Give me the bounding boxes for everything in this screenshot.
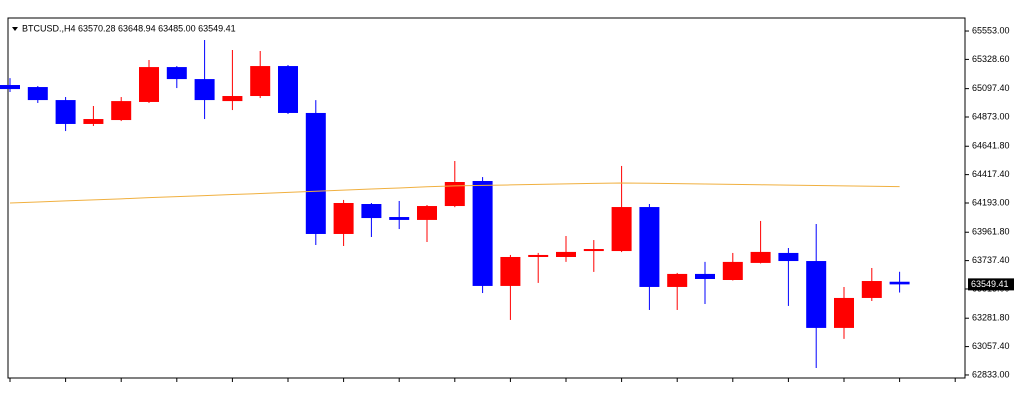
candle-body [778, 252, 799, 262]
candle-body [556, 251, 576, 257]
candle-body [583, 249, 604, 252]
candle-body [194, 79, 215, 101]
candle-body [27, 87, 48, 101]
candle-body [806, 261, 827, 328]
y-tick-label: 64417.40 [972, 169, 1010, 179]
candle-body [83, 119, 104, 124]
candle-body [389, 217, 410, 220]
menu-marker [12, 27, 18, 31]
candle-body [333, 202, 354, 234]
candle-body [111, 101, 132, 121]
candle-body [417, 206, 437, 220]
candle-body [722, 261, 743, 281]
y-tick-label: 63961.80 [972, 227, 1010, 237]
candle-body [222, 96, 243, 102]
y-tick-label: 62833.00 [972, 369, 1010, 379]
candle-body [472, 180, 493, 286]
candle-body [55, 100, 76, 124]
candle-body [667, 273, 688, 287]
candle-body [444, 182, 465, 207]
candle-body [139, 67, 159, 102]
candle-body [834, 297, 854, 328]
y-tick-label: 65553.00 [972, 25, 1010, 35]
price-label: 63549.41 [971, 279, 1009, 289]
candle-body [305, 112, 326, 234]
y-tick-label: 65097.40 [972, 83, 1010, 93]
y-tick-label: 64641.80 [972, 141, 1010, 151]
y-tick-label: 65328.60 [972, 54, 1010, 64]
candle-body [611, 207, 632, 252]
candle-body [861, 281, 882, 298]
candle-body [361, 204, 382, 219]
y-tick-label: 63057.40 [972, 341, 1010, 351]
candle-body [889, 281, 910, 285]
price-label-box [968, 278, 1014, 291]
y-tick-label: 64873.00 [972, 111, 1010, 121]
candle-body [750, 251, 771, 263]
candle-body [695, 273, 715, 279]
candle-body [0, 85, 20, 90]
y-tick-label: 64193.00 [972, 197, 1010, 207]
candle-body [250, 66, 271, 97]
candle-body [528, 254, 549, 257]
candle-body [166, 67, 187, 80]
candle-body [639, 207, 660, 287]
chart-title: BTCUSD.,H4 63570.28 63648.94 63485.00 63… [22, 23, 236, 33]
candle-body [278, 66, 298, 113]
y-tick-label: 63737.40 [972, 255, 1010, 265]
candle-body [500, 256, 521, 286]
moving-average [9, 182, 900, 204]
y-tick-label: 63281.80 [972, 313, 1010, 323]
